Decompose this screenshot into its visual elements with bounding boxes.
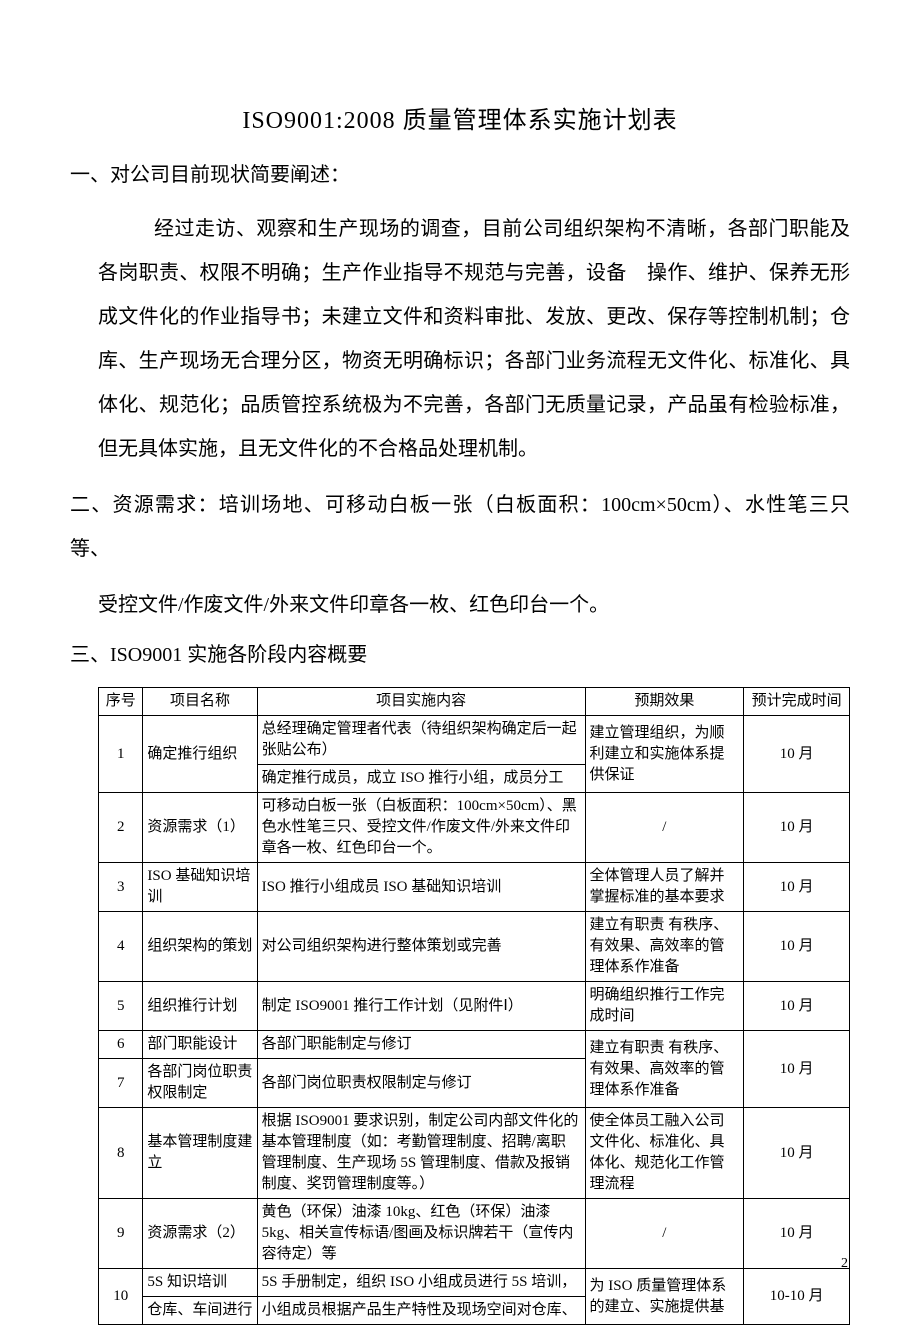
cell-name: 资源需求（1） <box>143 793 257 863</box>
cell-content: 各部门职能制定与修订 <box>257 1031 585 1059</box>
cell-time: 10 月 <box>744 912 850 982</box>
cell-name: 组织架构的策划 <box>143 912 257 982</box>
cell-content: 可移动白板一张（白板面积：100cm×50cm）、黑色水性笔三只、受控文件/作废… <box>257 793 585 863</box>
th-time: 预计完成时间 <box>744 688 850 716</box>
cell-num: 4 <box>99 912 143 982</box>
table-row: 3 ISO 基础知识培训 ISO 推行小组成员 ISO 基础知识培训 全体管理人… <box>99 863 850 912</box>
table-row: 1 确定推行组织 总经理确定管理者代表（待组织架构确定后一起张贴公布） 建立管理… <box>99 716 850 765</box>
cell-name: 5S 知识培训 <box>143 1269 257 1297</box>
cell-num: 6 <box>99 1031 143 1059</box>
cell-content: 小组成员根据产品生产特性及现场空间对仓库、 <box>257 1297 585 1325</box>
cell-num: 1 <box>99 716 143 793</box>
cell-time: 10 月 <box>744 863 850 912</box>
cell-name: 部门职能设计 <box>143 1031 257 1059</box>
cell-content: 制定 ISO9001 推行工作计划（见附件Ⅰ） <box>257 982 585 1031</box>
cell-effect: 建立有职责 有秩序、有效果、高效率的管理体系作准备 <box>585 1031 744 1108</box>
cell-num: 2 <box>99 793 143 863</box>
cell-num: 7 <box>99 1059 143 1108</box>
table-row: 2 资源需求（1） 可移动白板一张（白板面积：100cm×50cm）、黑色水性笔… <box>99 793 850 863</box>
cell-effect: 全体管理人员了解并掌握标准的基本要求 <box>585 863 744 912</box>
th-effect: 预期效果 <box>585 688 744 716</box>
cell-content: 对公司组织架构进行整体策划或完善 <box>257 912 585 982</box>
cell-name: 组织推行计划 <box>143 982 257 1031</box>
cell-time: 10 月 <box>744 1199 850 1269</box>
cell-time: 10-10 月 <box>744 1269 850 1325</box>
cell-num: 3 <box>99 863 143 912</box>
cell-content: 总经理确定管理者代表（待组织架构确定后一起张贴公布） <box>257 716 585 765</box>
implementation-plan-table: 序号 项目名称 项目实施内容 预期效果 预计完成时间 1 确定推行组织 总经理确… <box>98 687 850 1325</box>
section-1-heading: 一、对公司目前现状简要阐述： <box>70 159 850 191</box>
cell-name: 各部门岗位职责权限制定 <box>143 1059 257 1108</box>
table-row: 10 5S 知识培训 5S 手册制定，组织 ISO 小组成员进行 5S 培训， … <box>99 1269 850 1297</box>
cell-content: 黄色（环保）油漆 10kg、红色（环保）油漆5kg、相关宣传标语/图画及标识牌若… <box>257 1199 585 1269</box>
section-2-line-1: 二、资源需求：培训场地、可移动白板一张（白板面积：100cm×50cm）、水性笔… <box>70 483 850 571</box>
table-header-row: 序号 项目名称 项目实施内容 预期效果 预计完成时间 <box>99 688 850 716</box>
document-title: ISO9001:2008 质量管理体系实施计划表 <box>70 100 850 135</box>
cell-name: 确定推行组织 <box>143 716 257 793</box>
section-3-heading: 三、ISO9001 实施各阶段内容概要 <box>70 639 850 671</box>
cell-content: 确定推行成员，成立 ISO 推行小组，成员分工 <box>257 765 585 793</box>
section-2-line-2: 受控文件/作废文件/外来文件印章各一枚、红色印台一个。 <box>98 583 850 627</box>
cell-name: 资源需求（2） <box>143 1199 257 1269</box>
cell-content: 各部门岗位职责权限制定与修订 <box>257 1059 585 1108</box>
cell-content: ISO 推行小组成员 ISO 基础知识培训 <box>257 863 585 912</box>
cell-num: 8 <box>99 1108 143 1199</box>
cell-name: 基本管理制度建立 <box>143 1108 257 1199</box>
cell-effect: 建立管理组织，为顺利建立和实施体系提供保证 <box>585 716 744 793</box>
table-row: 8 基本管理制度建立 根据 ISO9001 要求识别，制定公司内部文件化的基本管… <box>99 1108 850 1199</box>
cell-effect: / <box>585 793 744 863</box>
cell-time: 10 月 <box>744 1031 850 1108</box>
table-row: 5 组织推行计划 制定 ISO9001 推行工作计划（见附件Ⅰ） 明确组织推行工… <box>99 982 850 1031</box>
cell-name: ISO 基础知识培训 <box>143 863 257 912</box>
cell-time: 10 月 <box>744 982 850 1031</box>
cell-num: 9 <box>99 1199 143 1269</box>
table-row: 9 资源需求（2） 黄色（环保）油漆 10kg、红色（环保）油漆5kg、相关宣传… <box>99 1199 850 1269</box>
cell-name: 仓库、车间进行 <box>143 1297 257 1325</box>
th-content: 项目实施内容 <box>257 688 585 716</box>
cell-effect: 建立有职责 有秩序、有效果、高效率的管理体系作准备 <box>585 912 744 982</box>
cell-effect: 为 ISO 质量管理体系的建立、实施提供基 <box>585 1269 744 1325</box>
cell-num: 5 <box>99 982 143 1031</box>
page-number: 2 <box>841 1256 848 1272</box>
cell-time: 10 月 <box>744 793 850 863</box>
cell-content: 5S 手册制定，组织 ISO 小组成员进行 5S 培训， <box>257 1269 585 1297</box>
cell-effect: / <box>585 1199 744 1269</box>
section-1-paragraph: 经过走访、观察和生产现场的调查，目前公司组织架构不清晰，各部门职能及各岗职责、权… <box>98 207 850 471</box>
th-name: 项目名称 <box>143 688 257 716</box>
cell-effect: 使全体员工融入公司文件化、标准化、具体化、规范化工作管理流程 <box>585 1108 744 1199</box>
cell-effect: 明确组织推行工作完成时间 <box>585 982 744 1031</box>
cell-time: 10 月 <box>744 716 850 793</box>
cell-content: 根据 ISO9001 要求识别，制定公司内部文件化的基本管理制度（如：考勤管理制… <box>257 1108 585 1199</box>
table-row: 6 部门职能设计 各部门职能制定与修订 建立有职责 有秩序、有效果、高效率的管理… <box>99 1031 850 1059</box>
th-num: 序号 <box>99 688 143 716</box>
cell-num: 10 <box>99 1269 143 1325</box>
table-row: 4 组织架构的策划 对公司组织架构进行整体策划或完善 建立有职责 有秩序、有效果… <box>99 912 850 982</box>
cell-time: 10 月 <box>744 1108 850 1199</box>
